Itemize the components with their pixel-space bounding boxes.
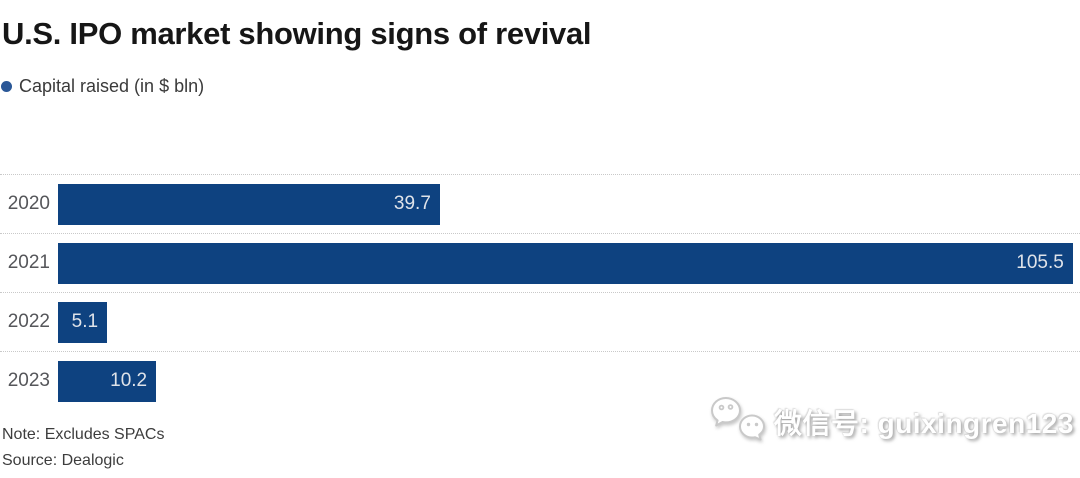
chart-row-2022: 2022 5.1 xyxy=(0,292,1080,351)
watermark-text: 微信号: guixingren123 xyxy=(774,408,1074,439)
bar-chart: 2020 39.7 2021 105.5 2022 5.1 2023 10.2 xyxy=(0,174,1080,410)
chart-title: U.S. IPO market showing signs of revival xyxy=(2,16,592,51)
bar-track: 39.7 xyxy=(58,183,1080,225)
year-label: 2020 xyxy=(7,193,50,214)
bar-2021: 105.5 xyxy=(58,242,1073,284)
chart-source: Source: Dealogic xyxy=(2,452,124,469)
bar-value-label: 105.5 xyxy=(1016,252,1064,273)
chart-note: Note: Excludes SPACs xyxy=(2,426,165,443)
year-label: 2021 xyxy=(7,252,50,273)
chart-footer: Note: Excludes SPACs Source: Dealogic xyxy=(2,422,164,474)
chart-row-2020: 2020 39.7 xyxy=(0,174,1080,233)
bar-track: 5.1 xyxy=(58,301,1080,343)
year-label: 2022 xyxy=(7,311,50,332)
legend-label: Capital raised (in $ bln) xyxy=(19,76,205,96)
bar-value-label: 5.1 xyxy=(71,311,99,332)
bar-2020: 39.7 xyxy=(58,183,440,225)
wechat-icon xyxy=(711,397,765,441)
legend-dot-icon xyxy=(1,81,12,92)
year-label: 2023 xyxy=(7,370,50,391)
chart-row-2023: 2023 10.2 xyxy=(0,351,1080,410)
chart-row-2021: 2021 105.5 xyxy=(0,233,1080,292)
watermark: 微信号: guixingren123 xyxy=(710,396,1074,448)
bar-value-label: 10.2 xyxy=(110,370,148,391)
bar-value-label: 39.7 xyxy=(393,193,431,214)
bar-track: 10.2 xyxy=(58,360,1080,402)
bar-2022: 5.1 xyxy=(58,301,108,343)
legend: Capital raised (in $ bln) xyxy=(1,76,1080,97)
bar-track: 105.5 xyxy=(58,242,1080,284)
bar-2023: 10.2 xyxy=(58,360,157,402)
